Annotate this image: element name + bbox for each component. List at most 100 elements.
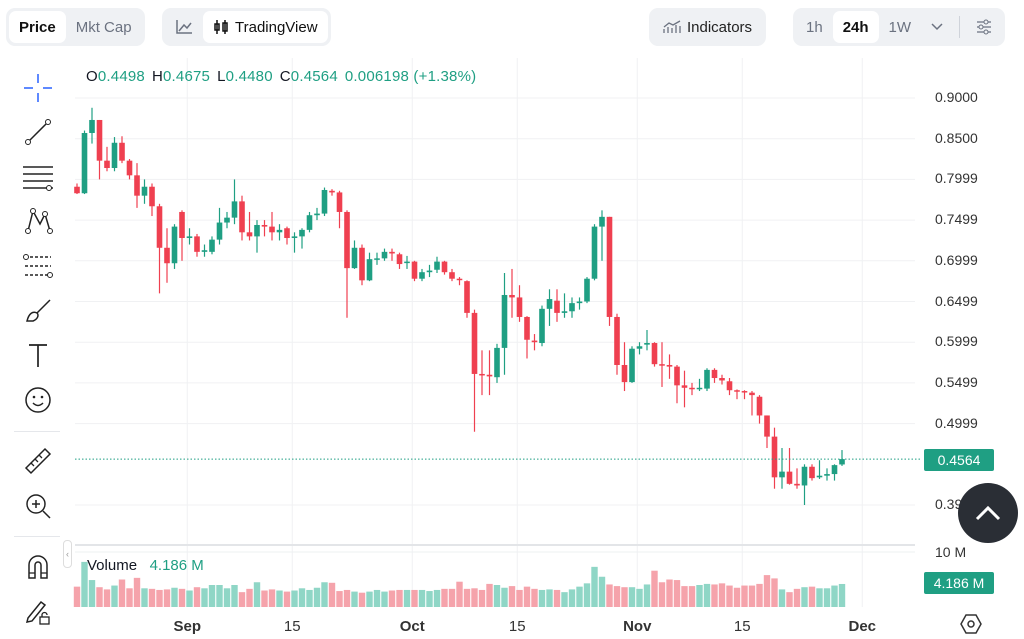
candle-body [756,396,763,416]
high-label: H [151,68,164,85]
volume-bar [591,566,598,607]
emoji-tool[interactable] [18,382,58,418]
tradingview-label: TradingView [235,18,318,36]
volume-bar [756,583,763,607]
scroll-to-top-button[interactable] [958,483,1018,543]
candle-body [389,251,395,254]
indicators-button[interactable]: Indicators [649,8,767,46]
mkt-cap-tab[interactable]: Mkt Cap [75,18,132,36]
candle-body [366,259,373,281]
volume-bar [358,592,366,607]
candle-body [659,364,665,366]
open-label: O [86,68,98,85]
volume-bar [268,589,276,607]
candle-body [704,369,710,389]
candle-body [794,483,800,486]
volume-bar [201,588,208,607]
candles-icon [214,20,228,34]
candle-body [329,190,335,193]
divider [14,536,60,537]
time-tick-label: Sep [173,618,202,635]
crosshair-icon [24,74,52,102]
fib-tool[interactable] [18,159,58,195]
interval-1w[interactable]: 1W [888,18,912,36]
candle-body [411,261,418,279]
line-chart-button[interactable] [165,11,203,43]
candle-body [299,229,305,237]
tradingview-button[interactable]: TradingView [203,11,328,43]
collapse-toolbar-button[interactable]: ‹ [63,540,72,568]
volume-bar [493,585,501,607]
candle-body [471,312,478,374]
candle-body [614,316,620,365]
crosshair-tool[interactable] [18,70,58,106]
candle-body [111,142,118,169]
volume-bar [658,582,666,607]
open-value: 0.4498 [97,68,145,85]
divider [959,16,961,38]
candle-body [374,258,380,260]
candle-body [486,374,493,377]
interval-1h[interactable]: 1h [806,18,823,36]
volume-bar [163,589,171,607]
candle-body [576,301,583,304]
candle-body [636,346,643,349]
volume-bar [328,582,336,607]
zoom-in-tool[interactable] [18,488,58,524]
volume-bar [688,586,696,607]
ohlc-legend: O0.4498 H0.4675 L0.4480 C0.4564 0.006198 (+1… [86,68,483,85]
volume-bar [808,586,816,607]
volume-bar [343,589,351,607]
volume-bar [418,589,426,607]
volume-bar [733,587,741,607]
interval-dropdown[interactable] [921,11,953,43]
volume-bar [816,588,823,607]
text-tool[interactable] [18,337,58,373]
zoom-in-icon [26,494,51,519]
candle-body [89,119,95,134]
line-chart-icon [176,20,192,34]
volume-bar [103,589,111,607]
volume-bar [313,587,321,607]
lock-drawings-tool[interactable] [18,593,58,629]
magnet-tool[interactable] [18,549,58,585]
volume-bar [81,561,88,607]
volume-bar [246,588,253,607]
candle-body [179,211,185,239]
candle-body [441,261,448,273]
candle-body [719,378,725,381]
candle-body [651,343,658,365]
brush-tool[interactable] [18,292,58,328]
candle-body [291,236,298,239]
volume-bar [118,579,126,607]
time-tick-label: 15 [508,618,526,635]
trend-line-tool[interactable] [18,114,58,150]
candle-body [479,373,485,376]
volume-bar [561,592,568,607]
interval-24h[interactable]: 24h [832,11,879,43]
price-tick-label: 0.5999 [935,333,978,350]
price-tab[interactable]: Price [9,11,66,43]
candle-body [629,348,635,383]
volume-bar [403,589,411,607]
pattern-tool[interactable] [18,203,58,239]
candle-body [254,224,260,237]
volume-bar [456,581,463,607]
fib-levels-tool[interactable] [18,248,58,284]
volume-bar [613,586,621,607]
measure-tool[interactable] [18,443,58,479]
change-value: 0.006198 (+1.38%) [344,68,477,85]
volume-bar [231,585,238,607]
volume-bar [253,582,261,607]
volume-bar [838,583,846,607]
candle-body [554,300,560,313]
volume-bar [216,585,223,607]
candle-body [284,228,290,239]
settings-button[interactable] [960,614,982,639]
candle-body [126,160,133,176]
chart-settings-button[interactable] [966,11,1002,43]
candle-body [644,343,650,345]
volume-bar [426,591,433,607]
candle-body [239,201,245,233]
